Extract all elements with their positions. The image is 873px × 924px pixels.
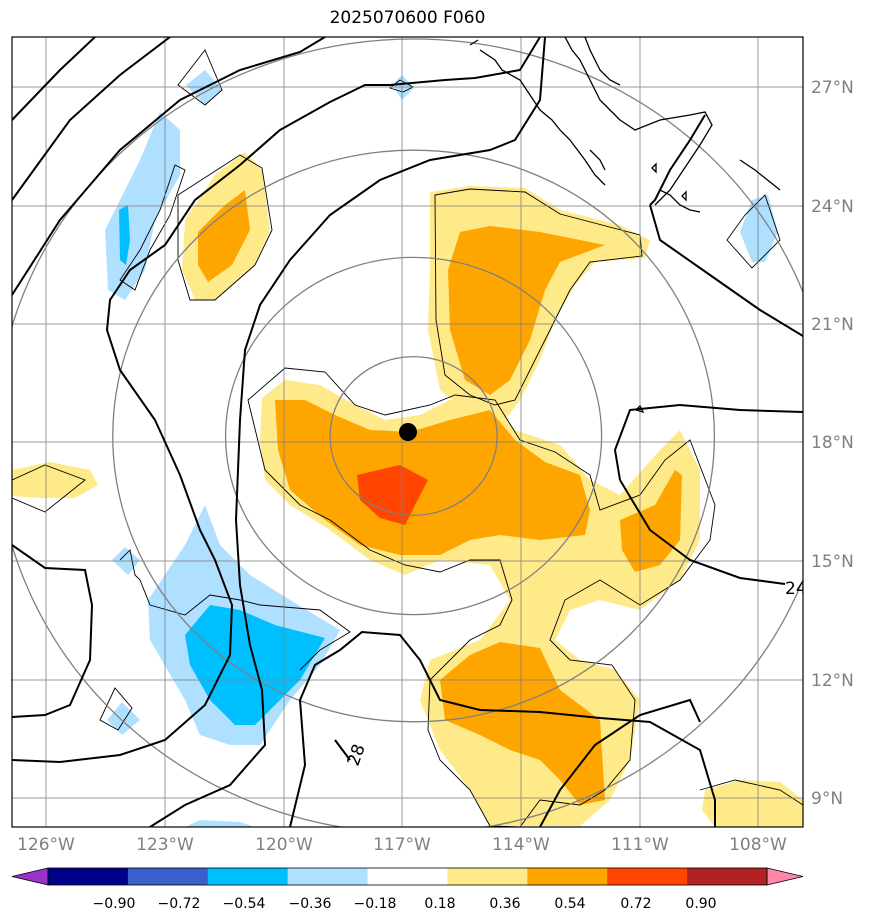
lon-label-117: 117°W [373, 835, 431, 855]
colorbar-segment-6 [447, 868, 528, 885]
positive-shading-center-core [275, 400, 590, 555]
contour-label-28: 28 [344, 742, 370, 769]
contour-line [149, 37, 546, 827]
lat-label-21: 21°N [811, 315, 854, 335]
strong-positive-shading [357, 465, 428, 525]
contour-line [649, 204, 803, 337]
contour-line [12, 37, 96, 121]
lat-label-27: 27°N [811, 78, 854, 98]
lat-label-12: 12°N [811, 671, 854, 691]
longitude-labels: 126°W 123°W 120°W 117°W 114°W 111°W 108°… [17, 835, 787, 855]
lon-label-126: 126°W [17, 835, 75, 855]
lat-label-18: 18°N [811, 433, 854, 453]
contour-line [613, 403, 803, 481]
colorbar-label-7: 0.36 [489, 896, 520, 912]
lon-label-111: 111°W [611, 835, 669, 855]
colorbar-label-9: 0.72 [620, 896, 651, 912]
contour-line [12, 37, 541, 764]
latitude-labels: 9°N 12°N 15°N 18°N 21°N 24°N 27°N [811, 78, 854, 809]
negative-shading-east [740, 195, 778, 262]
colorbar-segment-5 [367, 868, 448, 885]
colorbar-segment-7 [527, 868, 608, 885]
contour-label-24: 24 [785, 579, 807, 599]
colorbar-label-3: −0.54 [223, 896, 266, 912]
negative-shading-northwest-core [119, 205, 130, 265]
contour-line [619, 479, 786, 585]
contour-line [12, 37, 326, 296]
shading-layer [12, 70, 803, 827]
coastline [469, 37, 781, 414]
colorbar-segment-1 [48, 868, 129, 885]
positive-shading-south-core [440, 642, 605, 805]
colorbar-label-2: −0.72 [158, 896, 201, 912]
contour-line [12, 37, 171, 201]
lon-label-108: 108°W [729, 835, 787, 855]
map-plot-area: 24 28 [12, 37, 807, 827]
lon-label-123: 123°W [136, 835, 194, 855]
map-title: 2025070600 F060 [329, 8, 486, 28]
range-ring-4 [12, 38, 803, 827]
colorbar [11, 867, 804, 886]
negative-shading-south-edge [185, 820, 255, 827]
contour-line [539, 698, 701, 827]
range-rings [12, 38, 803, 827]
colorbar-outline [47, 867, 768, 886]
range-ring-2 [224, 256, 603, 616]
contour-line [334, 739, 351, 761]
colorbar-extend-high [766, 867, 804, 886]
positive-shading-west [12, 462, 98, 498]
positive-shading-northwest-core [198, 190, 250, 282]
colorbar-label-6: 0.18 [424, 896, 455, 912]
colorbar-segment-4 [287, 868, 369, 885]
colorbar-segment-8 [607, 868, 688, 885]
colorbar-label-4: −0.36 [289, 896, 332, 912]
positive-shading-southeast [702, 780, 803, 827]
colorbar-label-10: 0.90 [685, 896, 716, 912]
lat-label-24: 24°N [811, 197, 854, 217]
range-ring-1 [329, 355, 498, 517]
contour-line [649, 114, 706, 206]
storm-center-marker [399, 423, 417, 441]
colorbar-label-5: −0.18 [354, 896, 397, 912]
thick-contours [12, 37, 803, 827]
range-ring-3 [112, 149, 716, 723]
map-frame [11, 36, 804, 828]
colorbar-extend-low [11, 867, 49, 886]
colorbar-segment-3 [207, 868, 289, 885]
contour-line [289, 630, 716, 827]
grid-lines [12, 37, 803, 827]
lon-label-114: 114°W [492, 835, 550, 855]
colorbar-segment-9 [687, 868, 768, 885]
lat-label-15: 15°N [811, 552, 854, 572]
colorbar-label-8: 0.54 [554, 896, 585, 912]
negative-shading-southwest-small [107, 702, 140, 735]
positive-shading-north-core [448, 226, 605, 395]
lon-label-120: 120°W [255, 835, 313, 855]
colorbar-label-1: −0.90 [93, 896, 136, 912]
lat-label-9: 9°N [811, 789, 843, 809]
colorbar-tick-labels: −0.90 −0.72 −0.54 −0.36 −0.18 0.18 0.36 … [93, 896, 717, 912]
positive-shading-east-core [620, 470, 682, 572]
colorbar-segment-2 [127, 868, 209, 885]
contour-line [12, 544, 94, 718]
